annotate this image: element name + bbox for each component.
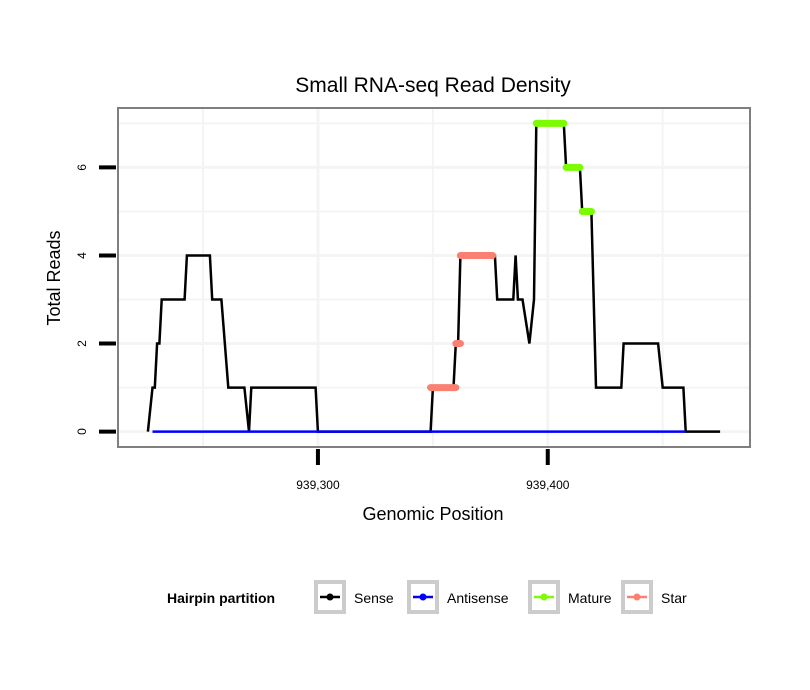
x-tick-label: 939,300 — [296, 478, 340, 492]
chart-title: Small RNA-seq Read Density — [295, 74, 571, 97]
legend-key-point — [540, 593, 548, 601]
plot-border — [117, 107, 751, 448]
y-axis-title: Total Reads — [44, 230, 64, 325]
y-axis: 0 2 4 6 — [75, 164, 116, 435]
y-tick-label: 0 — [75, 428, 89, 435]
grid-lines — [118, 108, 750, 447]
x-tick-label: 939,400 — [526, 478, 570, 492]
legend-item-star: Star — [621, 580, 687, 614]
x-axis-title: Genomic Position — [362, 504, 503, 524]
y-tick-label: 4 — [75, 252, 89, 259]
legend-item-sense: Sense — [314, 580, 394, 614]
y-tick-label: 2 — [75, 340, 89, 347]
legend-label: Sense — [354, 590, 394, 606]
legend: Hairpin partition Sense Antisense Mature St… — [167, 580, 687, 614]
legend-key-point — [419, 593, 427, 601]
legend-label: Mature — [568, 590, 612, 606]
y-tick-label: 6 — [75, 164, 89, 171]
series-layer — [146, 119, 721, 433]
legend-key-box — [407, 580, 439, 614]
legend-label: Star — [661, 590, 687, 606]
legend-title: Hairpin partition — [167, 590, 275, 606]
legend-label: Antisense — [447, 590, 509, 606]
plot-panel — [118, 108, 750, 447]
legend-key-point — [326, 593, 334, 601]
x-axis: 939,300 939,400 — [296, 449, 570, 492]
legend-item-mature: Mature — [528, 580, 612, 614]
legend-key-point — [633, 593, 641, 601]
legend-item-antisense: Antisense — [407, 580, 509, 614]
